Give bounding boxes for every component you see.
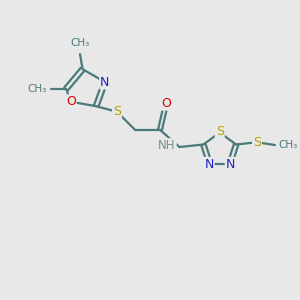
Text: CH₃: CH₃: [278, 140, 298, 150]
Text: CH₃: CH₃: [70, 38, 90, 48]
Text: N: N: [226, 158, 235, 171]
Text: N: N: [204, 158, 214, 171]
Text: S: S: [113, 105, 121, 118]
Text: O: O: [66, 95, 76, 108]
Text: NH: NH: [158, 139, 176, 152]
Text: CH₃: CH₃: [27, 84, 47, 94]
Text: O: O: [161, 97, 171, 110]
Text: S: S: [253, 136, 261, 149]
Text: N: N: [100, 76, 110, 88]
Text: S: S: [216, 125, 224, 138]
